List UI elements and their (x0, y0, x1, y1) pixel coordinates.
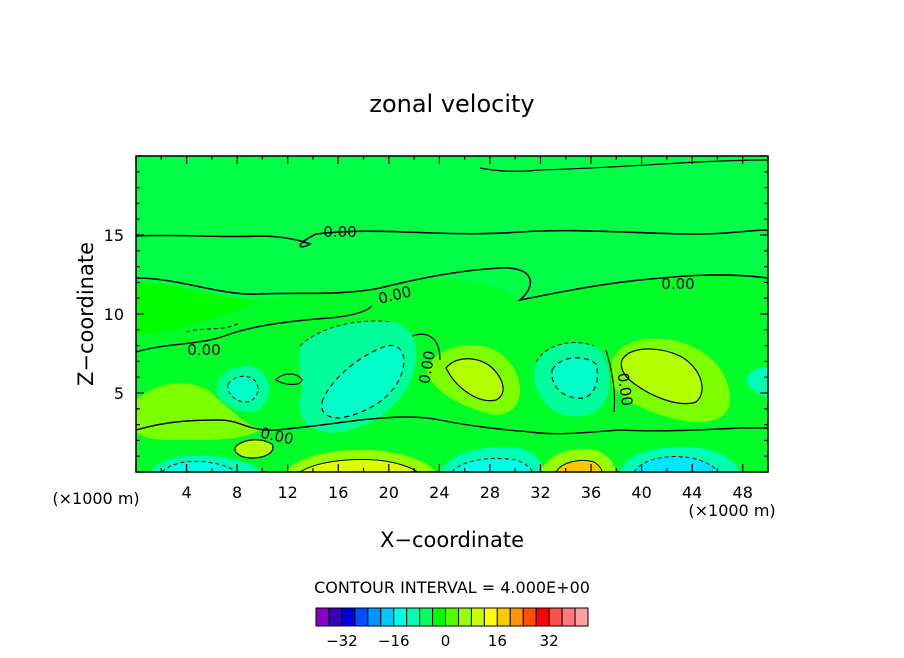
colorbar-swatch (574, 607, 589, 627)
neg-cell-x34-inner (551, 357, 599, 399)
contour-interval-text: CONTOUR INTERVAL = 4.000E+00 (314, 578, 590, 597)
colorbar-swatch (483, 607, 498, 627)
contour-zero-vertical (411, 333, 616, 413)
neg-cell-x9-inner (227, 375, 259, 403)
colorbar-swatch (315, 607, 330, 627)
x-tick-label: 32 (530, 483, 550, 502)
y-tick-label: 10 (104, 305, 124, 324)
colorbar-swatch (406, 607, 421, 627)
colorbar-swatch (548, 607, 563, 627)
x-tick-label: 20 (379, 483, 399, 502)
colorbar-tick-label: 32 (540, 632, 559, 650)
contour-zero-middle (136, 267, 768, 302)
colorbar-tick-label: −16 (378, 632, 410, 650)
x-unit-right: (×1000 m) (688, 501, 775, 520)
x-tick-label: 44 (682, 483, 702, 502)
contour-zero-lower-left (136, 305, 373, 353)
neg-cell-x19-inner (321, 344, 405, 419)
colorbar-swatch (393, 607, 408, 627)
contour-field (136, 156, 768, 472)
x-tick-label: 16 (328, 483, 348, 502)
x-tick-label: 36 (581, 483, 601, 502)
x-axis-ticks: 4 8 12 16 20 24 28 32 36 40 44 48 (135, 156, 769, 502)
x-tick-label: 48 (733, 483, 753, 502)
colorbar-swatch (522, 607, 537, 627)
neg-jet-x5-inner (161, 460, 237, 472)
contour-labels: 0.00 0.00 0.00 0.00 0.00 0.00 0.00 (187, 223, 694, 448)
colorbar-swatch (535, 607, 550, 627)
y-tick-label: 5 (114, 384, 124, 403)
y-axis-ticks: 5 10 15 (104, 155, 768, 473)
x-tick-label: 28 (480, 483, 500, 502)
colorbar-swatch (470, 607, 485, 627)
colorbar-swatch (419, 607, 434, 627)
field-upper-band (136, 156, 768, 300)
contour-label: 0.00 (323, 223, 356, 241)
neg-cell-right-edge (746, 367, 768, 396)
y-tick-label: 15 (104, 226, 124, 245)
colorbar-swatch (509, 607, 524, 627)
contour-zero-near-surface (136, 416, 768, 435)
x-unit-left: (×1000 m) (52, 489, 139, 508)
chart-title: zonal velocity (369, 90, 534, 118)
contour-zero-small-loop (275, 373, 303, 386)
contour-zero-top (479, 159, 768, 172)
colorbar-swatch (354, 607, 369, 627)
colorbar-swatch (380, 607, 395, 627)
pos-cell-x27-inner (445, 358, 504, 402)
pos-cell-x42-inner (620, 348, 703, 405)
x-tick-label: 24 (429, 483, 449, 502)
pos-lobe-left (136, 382, 260, 441)
contour-label: 0.00 (415, 349, 439, 385)
colorbar-tick-label: 16 (488, 632, 507, 650)
x-tick-label: 4 (181, 483, 191, 502)
colorbar-tick-label: 0 (441, 632, 451, 650)
neg-jet-x42-inner (633, 456, 719, 472)
contour-label: 0.00 (661, 275, 694, 293)
x-tick-label: 40 (631, 483, 651, 502)
colorbar-swatch (445, 607, 459, 627)
colorbar-swatch (561, 607, 576, 627)
contour-label: 0.00 (187, 341, 220, 359)
colorbar-tick-label: −32 (326, 632, 358, 650)
colorbar-swatch (367, 607, 382, 627)
x-axis-label: X−coordinate (380, 528, 524, 552)
contour-zero-upper (136, 229, 768, 248)
colorbar (315, 607, 589, 627)
colorbar-swatch (328, 607, 343, 627)
pos-cell-x10-low (234, 439, 274, 459)
colorbar-swatch (341, 607, 356, 627)
y-axis-label: Z−coordinate (74, 242, 98, 386)
colorbar-swatch (496, 607, 511, 627)
x-tick-label: 8 (232, 483, 242, 502)
colorbar-swatch (432, 607, 447, 627)
neg-jet-x29-inner (451, 458, 533, 472)
colorbar-swatch (457, 607, 472, 627)
contour-label: 0.00 (614, 372, 636, 408)
x-tick-label: 12 (278, 483, 298, 502)
contour-negative-outlines (185, 320, 595, 363)
colorbar-tick-labels: −32 −16 0 16 32 (326, 632, 559, 650)
